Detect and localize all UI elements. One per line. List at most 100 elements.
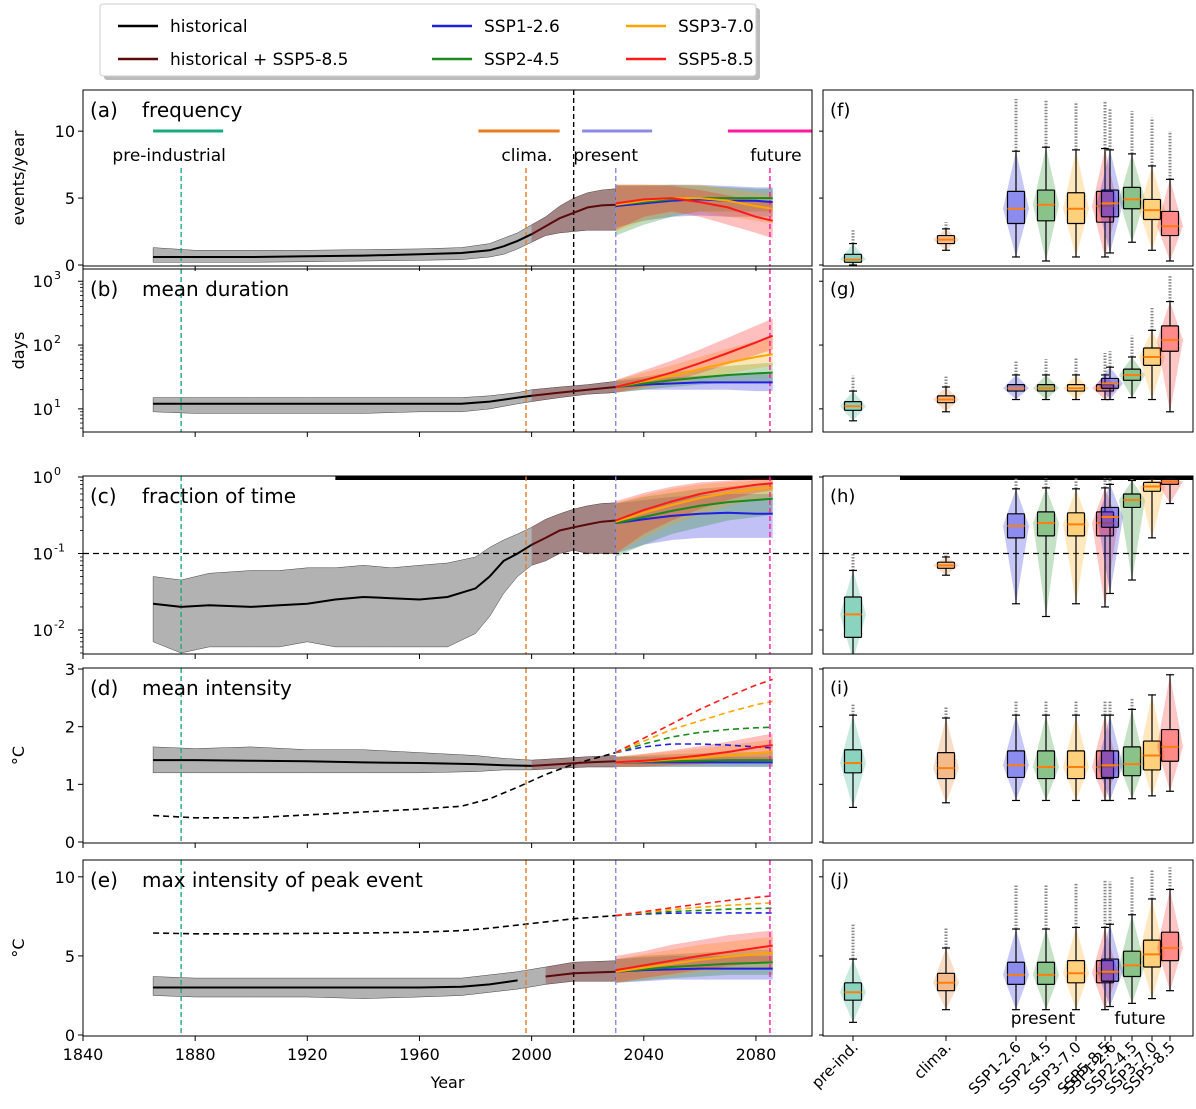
y-tick-label-2: 2 — [65, 718, 75, 737]
y-tick-exp-2: 0 — [54, 465, 61, 478]
dashed-scenario-1 — [615, 907, 773, 917]
period-label-3: future — [750, 146, 801, 166]
panel-d: 0 1 2 3 (d) mean intensity °C — [9, 660, 813, 852]
scenario-band-0 — [615, 184, 773, 228]
violin-4 — [1063, 149, 1089, 257]
violin-0 — [840, 570, 866, 654]
historical-ssp-line — [531, 203, 616, 236]
legend-label-2: SSP1-2.6 — [484, 17, 560, 37]
box-plot-area — [840, 674, 1183, 809]
box-4 — [1066, 750, 1086, 780]
y-axis-label: days — [9, 332, 28, 370]
dashed-historical — [153, 751, 616, 819]
box-3 — [1036, 961, 1056, 985]
scenario-line-2 — [615, 197, 773, 210]
dashed-scenario-1 — [615, 726, 773, 754]
box-panel-label: (f) — [830, 100, 850, 121]
historical-line — [153, 979, 518, 989]
group-label-present: present — [1011, 1009, 1076, 1029]
y-tick-exp-2: 3 — [54, 269, 61, 282]
legend-label-0: historical — [170, 17, 248, 37]
violin-3 — [1033, 375, 1059, 400]
y-tick-label-1: 1 — [65, 775, 75, 794]
box-2 — [1006, 961, 1026, 985]
box-9 — [1160, 931, 1180, 962]
violin-1 — [933, 948, 959, 1010]
historical-ssp-line — [545, 970, 616, 978]
legend-label-5: SSP5-8.5 — [678, 50, 754, 70]
panel-plot-area — [152, 269, 774, 432]
box-panel-frame — [822, 475, 1194, 655]
box-panel-label: (h) — [830, 486, 855, 507]
panel-title: frequency — [142, 98, 242, 122]
scenario-band-3 — [615, 318, 773, 393]
panel-e: 0 5 10 1840 1880 1920 1960 2000 2040 2080 (e) max i… — [9, 859, 813, 1092]
violin-6 — [1097, 149, 1123, 253]
x-tick-label-4: 2000 — [511, 1045, 552, 1064]
box-9 — [1160, 728, 1180, 762]
violin-8 — [1139, 695, 1165, 796]
legend-label-3: SSP2-4.5 — [484, 50, 560, 70]
box-x-label-1: clima. — [910, 1038, 955, 1083]
violin-1 — [933, 718, 959, 803]
panel-label: (a) — [90, 98, 118, 122]
historical-line — [153, 233, 533, 258]
y-tick-label-0: 0 — [65, 256, 75, 275]
panel-title: mean intensity — [142, 676, 292, 700]
box-2 — [1006, 750, 1026, 779]
panel-c: 10-210-110 0(c) fraction of time — [33, 465, 813, 659]
violin-2 — [1003, 151, 1029, 257]
box-0 — [843, 749, 863, 774]
dashed-scenario-0 — [615, 912, 773, 917]
panel-label: (d) — [90, 676, 118, 700]
scenario-line-1 — [615, 497, 773, 525]
panel-plot-area — [152, 668, 773, 843]
dashed-scenario-3 — [615, 678, 773, 754]
panel-title: fraction of time — [142, 484, 296, 508]
violin-9 — [1157, 674, 1183, 792]
scenario-band-2 — [615, 184, 773, 232]
scenario-line-2 — [615, 951, 773, 973]
historical-line — [153, 394, 532, 405]
y-tick-label-0: 10 — [33, 621, 53, 640]
box-plot-area — [823, 476, 1193, 654]
panel-plot-area — [152, 90, 812, 266]
historical-line — [152, 543, 533, 608]
violin-4 — [1063, 375, 1089, 400]
dashed-scenario-2 — [615, 700, 773, 754]
box-panel-2: (h) — [819, 475, 1194, 655]
box-panel-frame — [822, 667, 1194, 844]
box-plot-area — [840, 99, 1183, 266]
historical-ssp-line — [531, 760, 616, 767]
box-panel-frame — [822, 89, 1194, 267]
x-tick-label-1: 1880 — [175, 1045, 216, 1064]
box-2 — [1006, 190, 1026, 225]
violin-8 — [1139, 166, 1165, 251]
y-tick-label-1: 5 — [65, 947, 75, 966]
box-x-label-0: pre-ind. — [808, 1038, 862, 1092]
y-tick-label-0: 0 — [65, 1026, 75, 1045]
box-panel-0: (f) — [819, 89, 1194, 267]
y-axis-label: °C — [9, 746, 28, 765]
scenario-band-2 — [615, 479, 773, 554]
scenario-line-0 — [615, 381, 773, 388]
panel-label: (c) — [90, 484, 117, 508]
scenario-band-3 — [615, 478, 773, 554]
violin-7 — [1119, 914, 1145, 1004]
box-panel-3: (i) — [819, 667, 1194, 844]
violin-8 — [1139, 899, 1165, 999]
box-panel-label: (g) — [830, 279, 855, 300]
box-panel-1: (g) — [819, 268, 1194, 433]
dashed-scenario-3 — [615, 895, 773, 917]
legend-frame — [99, 3, 757, 77]
panel-plot-area — [152, 860, 773, 1036]
x-tick-label-3: 1960 — [399, 1045, 440, 1064]
y-tick-label-3: 3 — [65, 660, 75, 679]
y-axis-label: °C — [9, 938, 28, 957]
scenario-line-3 — [615, 482, 773, 522]
y-tick-label-0: 0 — [65, 833, 75, 852]
violin-6 — [1097, 715, 1123, 801]
violin-3 — [1033, 929, 1059, 1010]
